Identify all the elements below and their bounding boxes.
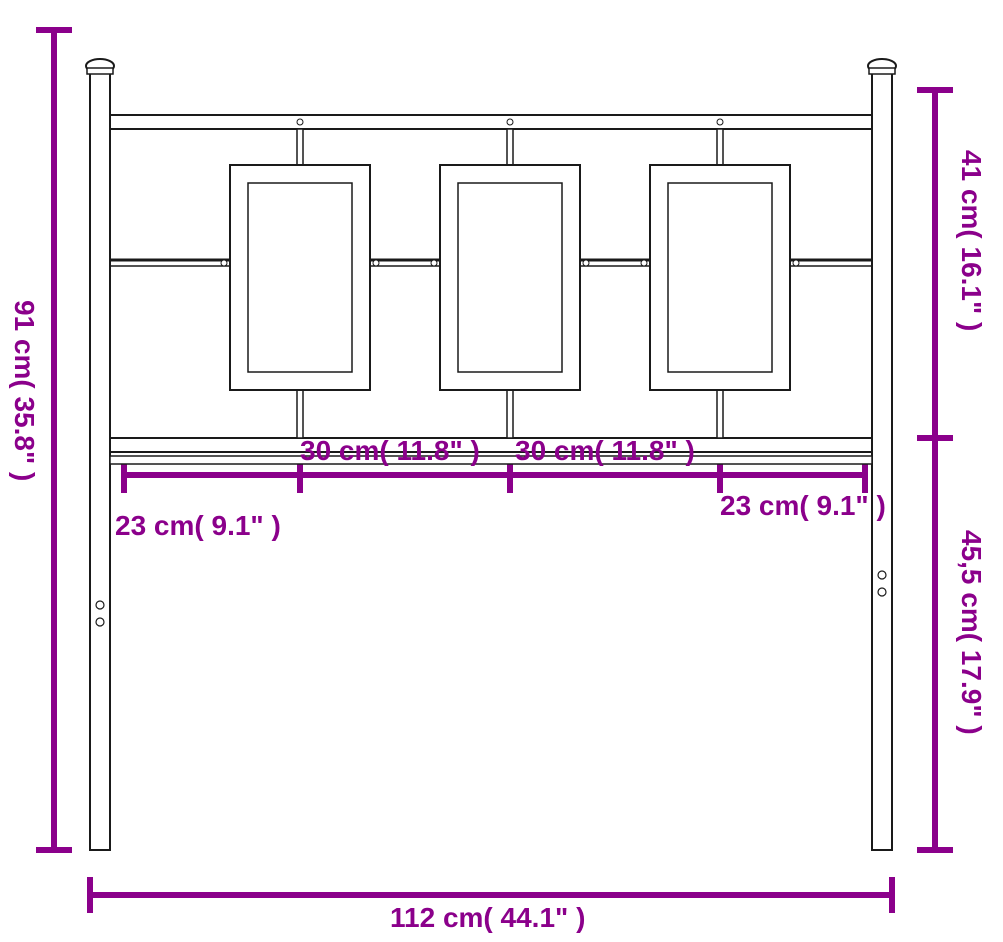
label-height-total: 91 cm( 35.8" )	[8, 300, 40, 481]
label-span-right: 23 cm( 9.1" )	[720, 490, 886, 522]
label-span-mid1: 30 cm( 11.8" )	[300, 435, 480, 467]
label-height-upper: 41 cm( 16.1" )	[955, 150, 987, 331]
label-span-mid2: 30 cm( 11.8" )	[515, 435, 695, 467]
label-height-lower: 45,5 cm( 17.9" )	[955, 530, 987, 735]
label-width-total: 112 cm( 44.1" )	[390, 902, 585, 934]
label-span-left: 23 cm( 9.1" )	[115, 510, 281, 542]
diagram-canvas	[0, 0, 1003, 942]
